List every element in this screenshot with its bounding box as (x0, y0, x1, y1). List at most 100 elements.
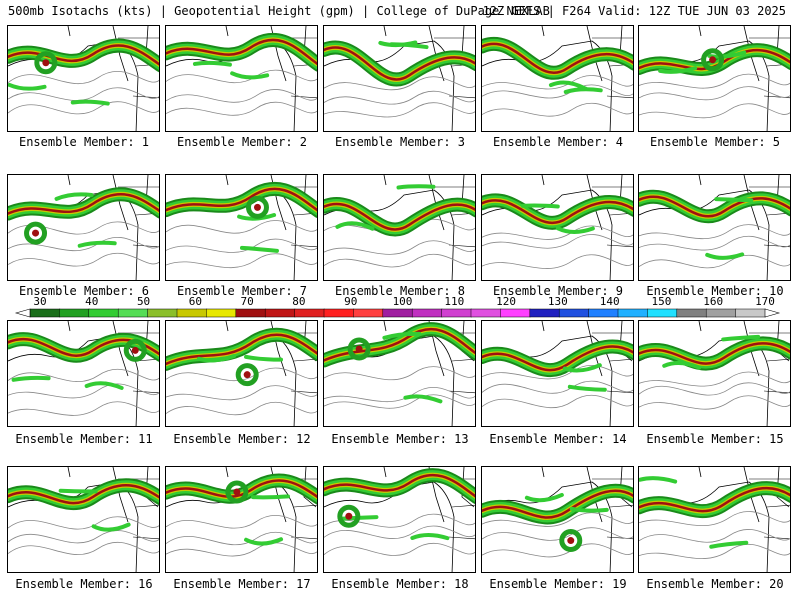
colorbar-swatch (500, 308, 531, 318)
height-contour (639, 371, 790, 387)
isotach-streak (410, 532, 450, 541)
height-contour (8, 368, 159, 382)
jet-stream-map (639, 321, 790, 426)
colorbar-swatch (441, 308, 472, 318)
isotach-streak (569, 506, 609, 513)
ensemble-member-label: Ensemble Member: 14 (489, 432, 627, 446)
closed-low-core (42, 59, 50, 67)
closed-low-core (32, 229, 40, 237)
jet-core (166, 38, 317, 66)
jet-core (8, 193, 159, 215)
colorbar-swatch (647, 308, 678, 318)
height-contour (482, 254, 633, 269)
ensemble-panel (481, 320, 634, 427)
colorbar-tick-label: 170 (755, 295, 775, 308)
colorbar-swatch (382, 308, 413, 318)
isotach-streak (548, 80, 588, 91)
height-contour (639, 382, 790, 396)
height-contour (324, 366, 475, 381)
height-contour (8, 71, 159, 84)
height-contour (8, 101, 159, 115)
closed-low (34, 51, 58, 75)
jet-stream-map (482, 175, 633, 280)
colorbar-swatch (29, 308, 61, 318)
colorbar-swatch (617, 308, 649, 318)
ensemble-member-label: Ensemble Member: 18 (331, 577, 469, 591)
isotach-streak (197, 354, 237, 363)
isotach-streak (70, 99, 110, 106)
height-contour (166, 238, 317, 253)
height-contour (8, 87, 159, 101)
height-contour (639, 529, 790, 543)
height-contour (166, 220, 317, 234)
colorbar-tick-label: 50 (136, 295, 151, 308)
ensemble-member-label: Ensemble Member: 10 (646, 284, 784, 298)
isotach-streak (524, 492, 564, 503)
jet-stream-map (639, 26, 790, 131)
colorbar-tick-label: 130 (547, 295, 568, 308)
ensemble-member-label: Ensemble Member: 8 (334, 284, 466, 298)
isotach-streak (520, 203, 560, 209)
political-borders (592, 332, 633, 394)
ensemble-panel (638, 466, 791, 573)
colorbar-tick-label: 160 (703, 295, 724, 308)
colorbar-swatch (59, 308, 90, 318)
ensemble-panel (165, 174, 318, 281)
isotach-streak (707, 50, 747, 59)
colorbar-tick-label: 60 (188, 295, 202, 308)
jet-core (324, 202, 475, 231)
ensemble-panel (165, 466, 318, 573)
closed-low-core (233, 488, 241, 496)
isotach-streak (639, 476, 678, 484)
isotach-streak (563, 87, 603, 94)
height-contour (324, 90, 475, 105)
height-contour (324, 102, 475, 118)
ensemble-panel (7, 320, 160, 427)
height-contour (639, 511, 790, 527)
ensemble-member-label: Ensemble Member: 4 (492, 135, 624, 149)
height-contour (324, 513, 475, 528)
coastline (8, 26, 159, 131)
height-contour (8, 530, 159, 544)
jet-stream-map (166, 467, 317, 572)
closed-low (235, 363, 259, 387)
ensemble-panel (323, 466, 476, 573)
closed-low-core (253, 203, 261, 211)
header-run-info: 12Z GEFS | F264 Valid: 12Z TUE JUN 03 20… (482, 4, 786, 18)
jet-core (166, 479, 317, 499)
isotach-streak (709, 540, 749, 549)
ensemble-panel (165, 320, 318, 427)
ensemble-member-label: Ensemble Member: 19 (489, 577, 627, 591)
colorbar-min-arrow (14, 308, 31, 318)
ensemble-member-label: Ensemble Member: 3 (334, 135, 466, 149)
height-contour (639, 254, 790, 269)
jet-stream-map (166, 321, 317, 426)
closed-low (24, 221, 48, 245)
isotach-streak (230, 71, 270, 80)
jet-stream-map (639, 467, 790, 572)
isotach-streak (239, 245, 279, 253)
ensemble-member-label: Ensemble Member: 13 (331, 432, 469, 446)
height-contour (8, 383, 159, 399)
jet-core (639, 342, 790, 365)
ensemble-panel (7, 25, 160, 132)
ensemble-member-label: Ensemble Member: 15 (646, 432, 784, 446)
isotach-streak (192, 60, 232, 67)
jet-stream-map (166, 26, 317, 131)
closed-low-core (243, 371, 251, 379)
height-contour (639, 395, 790, 410)
height-contour (8, 516, 159, 530)
jet-core (324, 473, 475, 498)
isotach-streak (84, 381, 124, 390)
height-contour (8, 401, 159, 416)
political-borders (592, 478, 633, 540)
colorbar-swatch (676, 308, 707, 318)
ensemble-panel (165, 25, 318, 132)
ensemble-member-label: Ensemble Member: 6 (18, 284, 150, 298)
height-contour (8, 252, 159, 267)
closed-low (337, 504, 361, 528)
jet-core (639, 195, 790, 218)
isotach-streak (250, 494, 290, 500)
jet-core (482, 489, 633, 519)
height-contour (482, 102, 633, 117)
